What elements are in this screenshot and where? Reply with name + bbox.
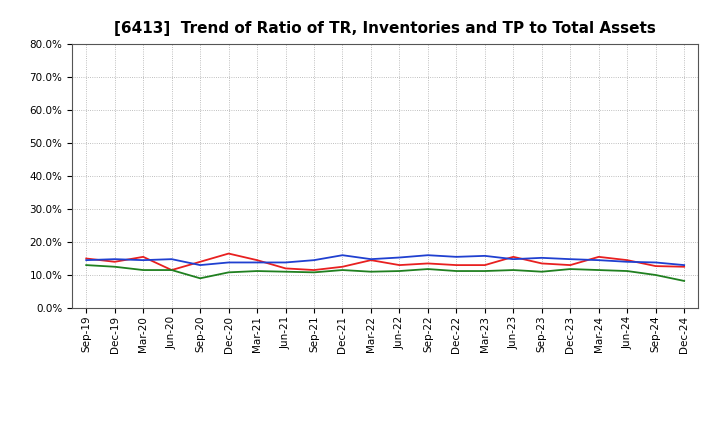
- Trade Payables: [253, 268, 261, 274]
- Trade Payables: [139, 268, 148, 273]
- Trade Receivables: [480, 262, 489, 268]
- Inventories: [225, 260, 233, 265]
- Inventories: [196, 262, 204, 268]
- Trade Payables: [282, 269, 290, 275]
- Trade Receivables: [196, 259, 204, 264]
- Inventories: [110, 257, 119, 262]
- Trade Receivables: [509, 254, 518, 260]
- Trade Receivables: [566, 262, 575, 268]
- Trade Payables: [196, 275, 204, 281]
- Trade Receivables: [395, 262, 404, 268]
- Inventories: [82, 257, 91, 263]
- Inventories: [167, 257, 176, 262]
- Trade Payables: [509, 268, 518, 273]
- Trade Receivables: [623, 257, 631, 263]
- Inventories: [423, 253, 432, 258]
- Trade Receivables: [167, 268, 176, 273]
- Trade Payables: [167, 268, 176, 273]
- Trade Payables: [652, 272, 660, 278]
- Inventories: [537, 255, 546, 260]
- Trade Receivables: [139, 254, 148, 260]
- Trade Receivables: [225, 251, 233, 256]
- Inventories: [623, 259, 631, 264]
- Inventories: [139, 257, 148, 263]
- Trade Payables: [595, 268, 603, 273]
- Trade Payables: [366, 269, 375, 275]
- Inventories: [452, 254, 461, 260]
- Trade Payables: [480, 268, 489, 274]
- Trade Payables: [310, 270, 318, 275]
- Trade Payables: [423, 267, 432, 272]
- Line: Trade Payables: Trade Payables: [86, 265, 684, 281]
- Trade Payables: [566, 267, 575, 272]
- Trade Receivables: [253, 257, 261, 263]
- Inventories: [480, 253, 489, 258]
- Trade Payables: [225, 270, 233, 275]
- Trade Payables: [338, 268, 347, 273]
- Inventories: [395, 255, 404, 260]
- Trade Receivables: [310, 268, 318, 273]
- Trade Receivables: [110, 259, 119, 264]
- Trade Receivables: [595, 254, 603, 260]
- Trade Payables: [680, 279, 688, 284]
- Inventories: [680, 262, 688, 268]
- Inventories: [282, 260, 290, 265]
- Line: Trade Receivables: Trade Receivables: [86, 253, 684, 270]
- Title: [6413]  Trend of Ratio of TR, Inventories and TP to Total Assets: [6413] Trend of Ratio of TR, Inventories…: [114, 21, 656, 36]
- Inventories: [366, 257, 375, 262]
- Trade Payables: [623, 268, 631, 274]
- Inventories: [253, 260, 261, 265]
- Inventories: [310, 257, 318, 263]
- Trade Receivables: [423, 261, 432, 266]
- Trade Payables: [82, 262, 91, 268]
- Trade Receivables: [82, 256, 91, 261]
- Trade Receivables: [537, 261, 546, 266]
- Trade Payables: [395, 268, 404, 274]
- Trade Receivables: [680, 264, 688, 269]
- Trade Receivables: [452, 262, 461, 268]
- Trade Payables: [452, 268, 461, 274]
- Trade Payables: [537, 269, 546, 275]
- Inventories: [652, 260, 660, 265]
- Inventories: [566, 257, 575, 262]
- Inventories: [509, 257, 518, 262]
- Trade Payables: [110, 264, 119, 269]
- Line: Inventories: Inventories: [86, 255, 684, 265]
- Inventories: [595, 257, 603, 263]
- Trade Receivables: [282, 266, 290, 271]
- Trade Receivables: [652, 264, 660, 269]
- Inventories: [338, 253, 347, 258]
- Trade Receivables: [338, 264, 347, 269]
- Trade Receivables: [366, 257, 375, 263]
